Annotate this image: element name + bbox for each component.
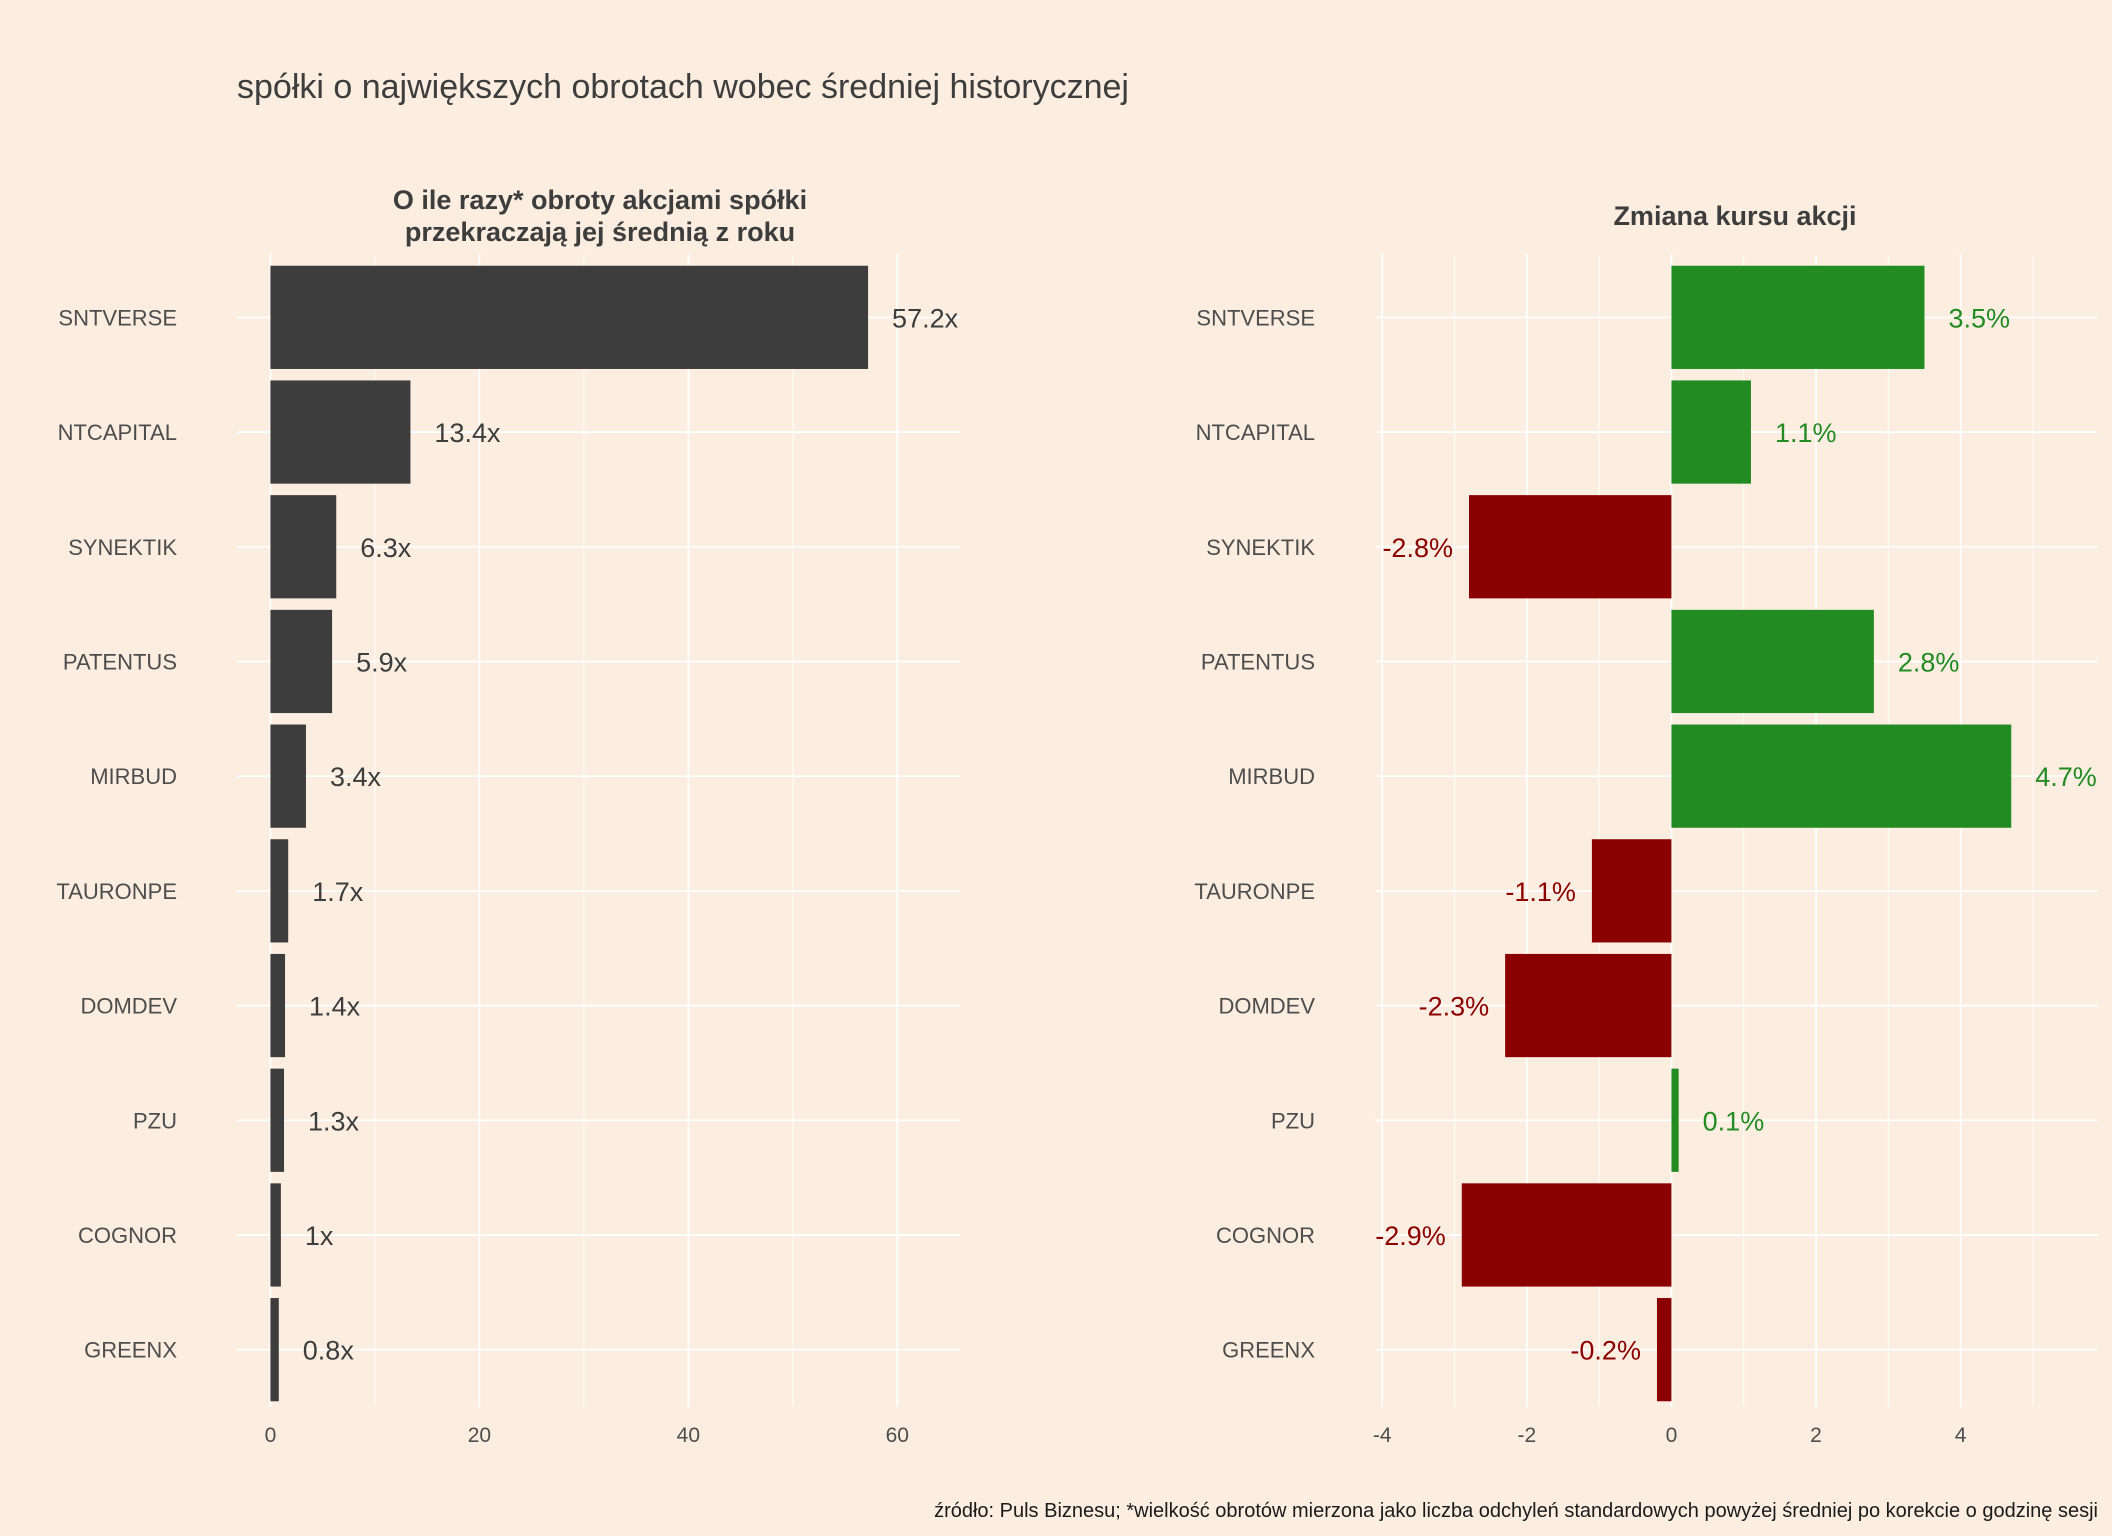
- bar-greenx: [1656, 1298, 1672, 1402]
- bars-price-change: [1461, 265, 2012, 1402]
- bars-turnover: [270, 265, 869, 1402]
- x-tick-label: -2: [1517, 1424, 1536, 1447]
- value-label-mirbud: 4.7%: [2035, 762, 2097, 792]
- x-tick-label: 40: [677, 1424, 700, 1447]
- grid-turnover: [237, 254, 960, 1407]
- value-labels-turnover: 57.2x 13.4x 6.3x 5.9x 3.4x 1.7x 1.4x 1.3x 1x 0.8x: [303, 303, 959, 1365]
- bar-ntcapital: [270, 380, 411, 484]
- bar-pzu: [270, 1068, 285, 1172]
- bar-ntcapital: [1671, 380, 1751, 484]
- x-tick-label: -4: [1373, 1424, 1392, 1447]
- category-label-sntverse: SNTVERSE: [58, 305, 177, 330]
- chart-title: spółki o największych obrotach wobec śre…: [237, 68, 1129, 106]
- x-tick-label: 0: [1666, 1424, 1678, 1447]
- category-label-patentus: PATENTUS: [1201, 649, 1315, 674]
- bar-sntverse: [270, 265, 869, 369]
- value-label-synektik: 6.3x: [360, 533, 412, 563]
- category-label-ntcapital: NTCAPITAL: [1196, 420, 1315, 445]
- panel-title-price-change: Zmiana kursu akcji: [1613, 201, 1856, 231]
- bar-domdev: [270, 953, 286, 1058]
- value-label-greenx: 0.8x: [303, 1336, 355, 1366]
- bar-patentus: [1671, 609, 1874, 714]
- value-label-synektik: -2.8%: [1382, 533, 1453, 563]
- bar-mirbud: [1671, 724, 2012, 828]
- category-label-synektik: SYNEKTIK: [68, 535, 177, 560]
- value-label-sntverse: 57.2x: [892, 303, 959, 333]
- value-label-cognor: 1x: [305, 1221, 334, 1251]
- x-tick-label: 4: [1955, 1424, 1967, 1447]
- value-label-patentus: 2.8%: [1898, 647, 1960, 677]
- x-ticks-price-change: -4 -2 0 2 4: [1373, 1424, 1967, 1447]
- value-label-tauronpe: 1.7x: [312, 877, 364, 907]
- value-label-ntcapital: 13.4x: [434, 418, 501, 448]
- x-tick-label: 0: [265, 1424, 277, 1447]
- category-label-pzu: PZU: [1271, 1108, 1315, 1133]
- category-label-domdev: DOMDEV: [1218, 994, 1315, 1019]
- category-labels-price-change: SNTVERSE NTCAPITAL SYNEKTIK PATENTUS MIRBUD T…: [1194, 305, 1315, 1362]
- x-tick-label: 60: [886, 1424, 909, 1447]
- value-label-cognor: -2.9%: [1375, 1221, 1446, 1251]
- value-label-greenx: -0.2%: [1570, 1336, 1641, 1366]
- bar-pzu: [1671, 1068, 1679, 1172]
- category-label-cognor: COGNOR: [78, 1223, 177, 1248]
- panel-title-turnover-line2: przekraczają jej średnią z roku: [405, 217, 795, 247]
- category-label-greenx: GREENX: [84, 1338, 177, 1363]
- value-label-sntverse: 3.5%: [1948, 303, 2010, 333]
- bar-cognor: [270, 1183, 281, 1287]
- category-label-ntcapital: NTCAPITAL: [58, 420, 177, 445]
- category-label-greenx: GREENX: [1222, 1338, 1315, 1363]
- value-labels-price-change: 3.5% 1.1% -2.8% 2.8% 4.7% -1.1% -2.3% 0.1% -2.9%…: [1375, 303, 2097, 1365]
- category-label-sntverse: SNTVERSE: [1196, 305, 1315, 330]
- x-tick-label: 2: [1810, 1424, 1822, 1447]
- bar-cognor: [1461, 1183, 1672, 1287]
- panel-turnover: O ile razy* obroty akcjami spółki przekr…: [56, 185, 960, 1447]
- bar-tauronpe: [1591, 839, 1672, 943]
- bar-sntverse: [1671, 265, 1925, 369]
- value-label-domdev: -2.3%: [1419, 992, 1490, 1022]
- x-ticks-turnover: 0 20 40 60: [265, 1424, 909, 1447]
- category-label-mirbud: MIRBUD: [90, 764, 177, 789]
- value-label-ntcapital: 1.1%: [1775, 418, 1837, 448]
- value-label-pzu: 0.1%: [1703, 1106, 1765, 1136]
- bar-domdev: [1505, 953, 1672, 1058]
- bar-mirbud: [270, 724, 306, 828]
- x-tick-label: 20: [468, 1424, 491, 1447]
- value-label-patentus: 5.9x: [356, 647, 408, 677]
- bar-synektik: [1468, 495, 1672, 599]
- category-labels-turnover: SNTVERSE NTCAPITAL SYNEKTIK PATENTUS MIRBUD T…: [56, 305, 177, 1362]
- category-label-cognor: COGNOR: [1216, 1223, 1315, 1248]
- bar-tauronpe: [270, 839, 289, 943]
- category-label-pzu: PZU: [133, 1108, 177, 1133]
- category-label-mirbud: MIRBUD: [1228, 764, 1315, 789]
- value-label-domdev: 1.4x: [309, 992, 361, 1022]
- panel-title-turnover-line1: O ile razy* obroty akcjami spółki: [393, 185, 807, 215]
- panel-price-change: Zmiana kursu akcji 3.5% 1.1% -2.8% 2.8% 4.7%…: [1194, 201, 2098, 1447]
- category-label-tauronpe: TAURONPE: [1194, 879, 1315, 904]
- category-label-synektik: SYNEKTIK: [1206, 535, 1315, 560]
- value-label-mirbud: 3.4x: [330, 762, 382, 792]
- bar-greenx: [270, 1298, 279, 1402]
- bar-synektik: [270, 495, 337, 599]
- category-label-patentus: PATENTUS: [63, 649, 177, 674]
- chart-caption: źródło: Puls Biznesu; *wielkość obrotów …: [934, 1500, 2098, 1522]
- category-label-tauronpe: TAURONPE: [56, 879, 177, 904]
- value-label-tauronpe: -1.1%: [1505, 877, 1576, 907]
- bar-patentus: [270, 609, 333, 714]
- category-label-domdev: DOMDEV: [80, 994, 177, 1019]
- value-label-pzu: 1.3x: [308, 1106, 360, 1136]
